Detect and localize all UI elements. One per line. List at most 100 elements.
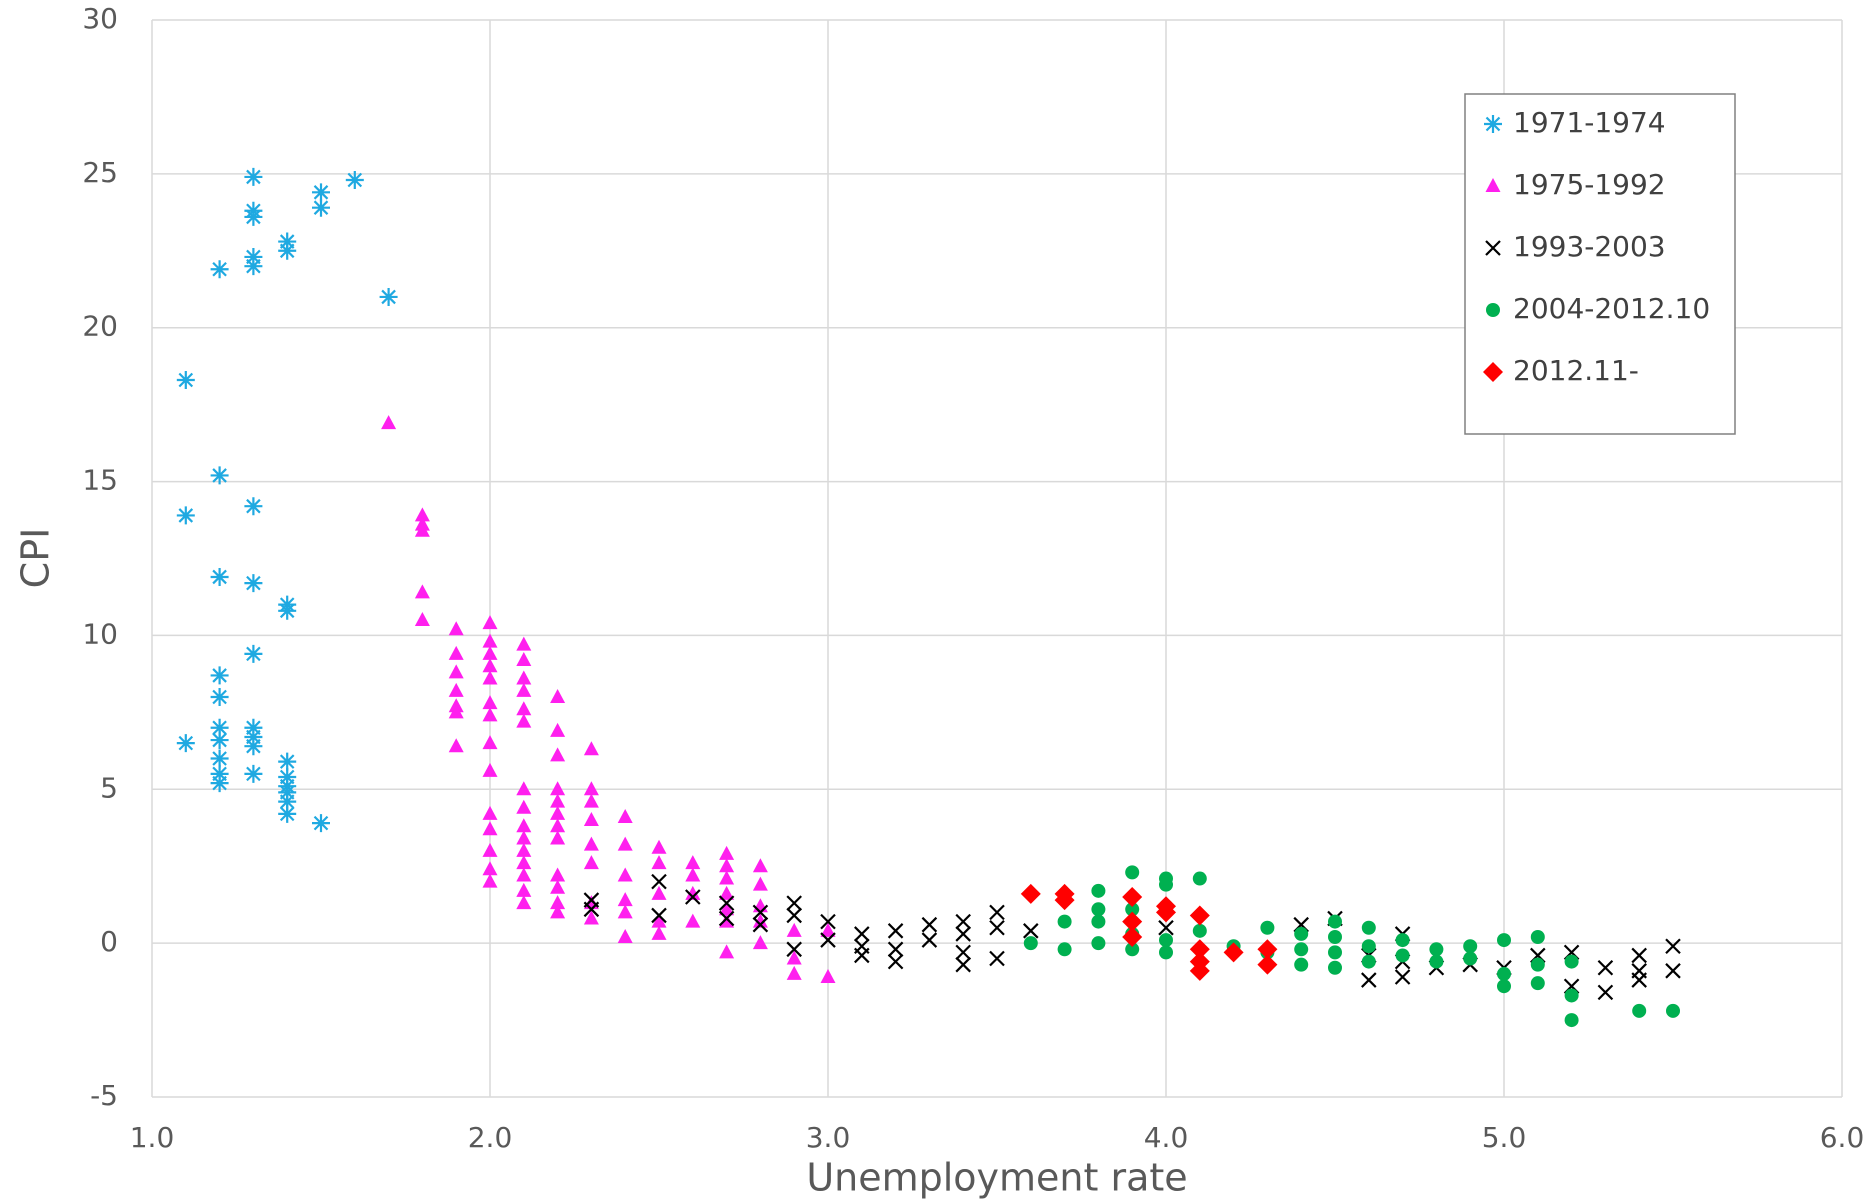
point — [1091, 936, 1106, 951]
point — [617, 867, 633, 882]
point — [1223, 942, 1244, 963]
point — [786, 895, 802, 911]
point — [1057, 914, 1072, 929]
legend-label: 2012.11- — [1513, 354, 1639, 387]
point — [1122, 911, 1143, 932]
point — [448, 738, 464, 753]
point — [1328, 929, 1342, 944]
point — [210, 764, 229, 783]
point — [1159, 877, 1173, 892]
point — [651, 855, 667, 870]
point — [1631, 947, 1647, 964]
point — [1054, 890, 1075, 911]
point — [210, 774, 229, 793]
point — [583, 741, 599, 756]
x-tick-label: 1.0 — [130, 1121, 175, 1154]
point — [887, 941, 904, 958]
point — [482, 615, 498, 630]
point — [854, 947, 870, 964]
point — [1665, 963, 1681, 979]
y-tick-label: 5 — [100, 771, 118, 804]
point — [1429, 954, 1444, 969]
point — [482, 805, 498, 820]
point — [278, 783, 297, 802]
y-tick-label: -5 — [90, 1079, 118, 1112]
point — [752, 913, 768, 928]
point — [482, 633, 498, 648]
point — [244, 727, 263, 746]
point — [278, 601, 297, 620]
point — [516, 882, 532, 897]
point — [516, 895, 532, 910]
point — [1192, 923, 1207, 938]
point — [1023, 936, 1038, 951]
point — [651, 913, 667, 928]
point — [210, 749, 229, 768]
point — [719, 885, 735, 900]
point — [921, 932, 938, 948]
point — [312, 183, 330, 202]
point — [550, 818, 566, 833]
point — [482, 695, 498, 710]
legend-label: 1993-2003 — [1513, 230, 1666, 263]
point — [617, 928, 633, 943]
point — [550, 867, 566, 882]
point — [955, 926, 971, 942]
point — [278, 804, 297, 823]
point — [210, 567, 229, 586]
point — [1257, 939, 1278, 960]
point — [651, 907, 667, 924]
point — [210, 687, 229, 706]
point — [244, 257, 263, 276]
point — [550, 830, 566, 845]
point — [1091, 914, 1106, 929]
point — [1260, 920, 1275, 935]
point — [1497, 966, 1511, 981]
point — [854, 926, 870, 942]
y-tick-label: 0 — [100, 925, 118, 958]
point — [210, 260, 229, 279]
point — [244, 644, 263, 663]
point — [414, 584, 430, 599]
point — [1328, 945, 1342, 960]
point — [482, 821, 498, 836]
point — [989, 950, 1005, 967]
legend-box — [1464, 93, 1736, 435]
point — [550, 879, 566, 894]
point — [244, 764, 263, 783]
point — [685, 885, 701, 900]
y-axis-title: CPI — [14, 528, 58, 589]
point — [718, 910, 735, 927]
point — [176, 506, 195, 525]
point — [278, 232, 297, 251]
point — [651, 885, 667, 900]
point — [1122, 886, 1143, 907]
point — [719, 870, 735, 885]
y-tick-label: 20 — [82, 310, 118, 343]
point — [244, 574, 263, 593]
point — [1189, 960, 1210, 981]
point — [617, 904, 633, 919]
point — [583, 910, 599, 925]
point — [1497, 979, 1511, 994]
point — [820, 932, 836, 948]
point — [278, 241, 297, 260]
point — [345, 171, 364, 190]
point — [955, 913, 971, 930]
point — [1328, 960, 1342, 975]
point — [482, 735, 498, 750]
point — [1361, 920, 1376, 935]
point — [1497, 933, 1511, 948]
point — [1394, 969, 1411, 985]
point — [583, 855, 599, 870]
point — [651, 873, 667, 890]
point — [1122, 926, 1143, 947]
point — [516, 701, 532, 716]
point — [448, 645, 464, 660]
point — [210, 731, 229, 750]
point — [719, 944, 735, 959]
point — [414, 507, 430, 522]
point — [1395, 933, 1410, 948]
point — [516, 652, 532, 667]
point — [752, 876, 768, 891]
